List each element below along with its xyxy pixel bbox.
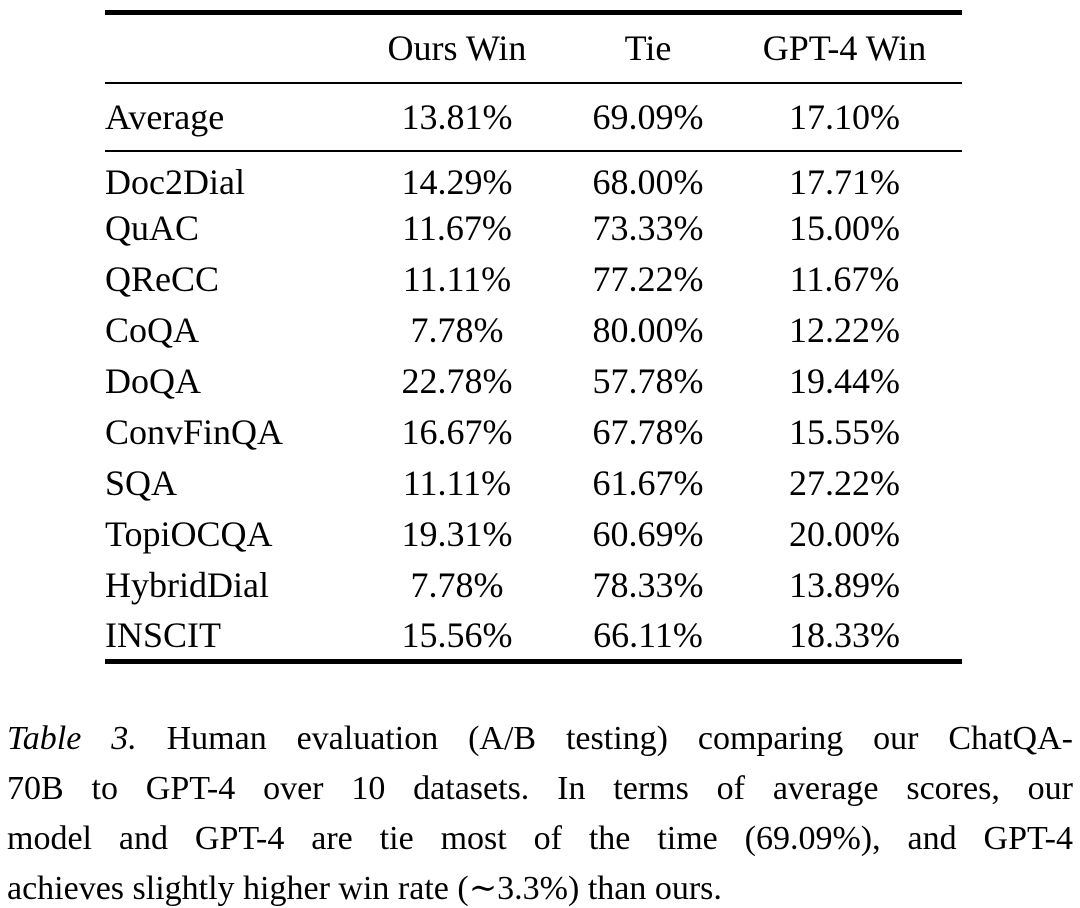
- value-tie: 57.78%: [592, 361, 704, 401]
- value-ours-win: 19.31%: [401, 514, 513, 554]
- value-tie: 68.00%: [592, 161, 704, 202]
- table-row-quac: QuAC 11.67% 73.33% 15.00%: [105, 203, 962, 254]
- table-header: Ours Win Tie GPT-4 Win: [105, 13, 962, 83]
- dataset-label: CoQA: [105, 310, 200, 350]
- header-gpt4-win: GPT-4 Win: [762, 28, 927, 69]
- dataset-label: Average: [105, 96, 225, 137]
- value-ours-win: 14.29%: [401, 161, 513, 202]
- caption-line-4: achieves slightly higher win rate (∼3.3%…: [7, 870, 722, 907]
- dataset-label: INSCIT: [105, 614, 221, 655]
- caption-line-1-text: Human evaluation (A/B testing) comparing…: [166, 720, 1073, 757]
- value-gpt4-win: 15.55%: [789, 412, 900, 452]
- table-row-topiocqa: TopiOCQA 19.31% 60.69% 20.00%: [105, 509, 962, 560]
- dataset-label: Doc2Dial: [105, 161, 245, 202]
- value-ours-win: 22.78%: [401, 361, 513, 401]
- value-tie: 80.00%: [592, 310, 704, 350]
- value-ours-win: 7.78%: [410, 310, 504, 350]
- value-tie: 69.09%: [592, 96, 704, 137]
- value-ours-win: 13.81%: [401, 96, 513, 137]
- table-row-coqa: CoQA 7.78% 80.00% 12.22%: [105, 305, 962, 356]
- caption-table-number: Table 3.: [7, 720, 137, 757]
- value-tie: 73.33%: [592, 208, 704, 248]
- value-tie: 67.78%: [592, 412, 704, 452]
- caption-line-2: 70B to GPT-4 over 10 datasets. In terms …: [7, 770, 1073, 807]
- value-tie: 77.22%: [592, 259, 704, 299]
- table-row-sqa: SQA 11.11% 61.67% 27.22%: [105, 458, 962, 509]
- value-ours-win: 11.11%: [402, 259, 512, 299]
- table-caption: Table 3. Human evaluation (A/B testing) …: [7, 714, 1073, 908]
- value-gpt4-win: 17.71%: [789, 161, 900, 202]
- table-row-inscit: INSCIT 15.56% 66.11% 18.33%: [105, 611, 962, 662]
- value-gpt4-win: 27.22%: [789, 463, 900, 503]
- caption-line-3: model and GPT-4 are tie most of the time…: [7, 820, 1073, 857]
- header-ours-win: Ours Win: [387, 28, 527, 69]
- dataset-label: QuAC: [105, 208, 200, 248]
- value-tie: 60.69%: [592, 514, 704, 554]
- value-ours-win: 11.67%: [402, 208, 512, 248]
- dataset-label: DoQA: [105, 361, 201, 401]
- header-tie: Tie: [624, 28, 672, 69]
- table-row-hybriddial: HybridDial 7.78% 78.33% 13.89%: [105, 560, 962, 611]
- human-eval-table: Ours Win Tie GPT-4 Win Average 13.81% 69…: [105, 10, 962, 664]
- value-gpt4-win: 17.10%: [789, 96, 900, 137]
- table-row-average: Average 13.81% 69.09% 17.10%: [105, 83, 962, 151]
- value-gpt4-win: 20.00%: [789, 514, 900, 554]
- table-row-qrecc: QReCC 11.11% 77.22% 11.67%: [105, 254, 962, 305]
- dataset-section: Doc2Dial 14.29% 68.00% 17.71% QuAC 11.67…: [105, 151, 962, 662]
- dataset-label: HybridDial: [105, 565, 269, 605]
- value-ours-win: 15.56%: [401, 614, 513, 655]
- caption-line-1: Table 3. Human evaluation (A/B testing) …: [7, 714, 1073, 764]
- dataset-label: QReCC: [105, 259, 220, 299]
- table-row-convfinqa: ConvFinQA 16.67% 67.78% 15.55%: [105, 407, 962, 458]
- value-ours-win: 7.78%: [410, 565, 504, 605]
- table-row-doc2dial: Doc2Dial 14.29% 68.00% 17.71%: [105, 151, 962, 203]
- header-row: Ours Win Tie GPT-4 Win: [105, 13, 962, 83]
- header-empty-cell: [105, 13, 345, 83]
- value-tie: 78.33%: [592, 565, 704, 605]
- table-row-doqa: DoQA 22.78% 57.78% 19.44%: [105, 356, 962, 407]
- value-gpt4-win: 18.33%: [789, 614, 900, 655]
- value-gpt4-win: 15.00%: [789, 208, 900, 248]
- value-ours-win: 16.67%: [401, 412, 513, 452]
- average-section: Average 13.81% 69.09% 17.10%: [105, 83, 962, 151]
- dataset-label: TopiOCQA: [105, 514, 273, 554]
- value-gpt4-win: 12.22%: [789, 310, 900, 350]
- dataset-label: SQA: [105, 463, 178, 503]
- dataset-label: ConvFinQA: [105, 412, 284, 452]
- value-tie: 61.67%: [592, 463, 704, 503]
- value-gpt4-win: 11.67%: [789, 259, 900, 299]
- value-gpt4-win: 13.89%: [789, 565, 900, 605]
- value-tie: 66.11%: [593, 614, 703, 655]
- value-gpt4-win: 19.44%: [789, 361, 900, 401]
- value-ours-win: 11.11%: [402, 463, 512, 503]
